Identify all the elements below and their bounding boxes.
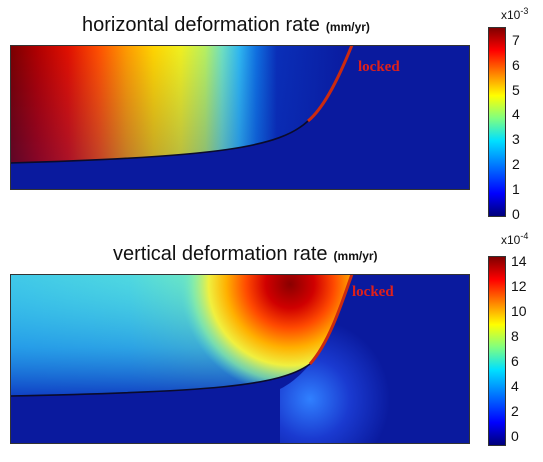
bottom-title-text: vertical deformation rate [113, 243, 328, 265]
bottom-deformation-plot: locked [10, 274, 470, 444]
bottom-multiplier-exp: -4 [520, 231, 529, 241]
bottom-tick-6: 12 [511, 278, 527, 294]
top-panel-title: horizontal deformation rate (mm/yr) [82, 14, 370, 37]
top-colorbar [488, 27, 506, 217]
top-locked-label: locked [358, 59, 400, 75]
bottom-multiplier-base: x10 [501, 233, 521, 247]
top-multiplier-exp: -3 [520, 6, 529, 16]
top-title-text: horizontal deformation rate [82, 14, 320, 36]
bottom-colorbar [488, 256, 506, 446]
bottom-panel-title: vertical deformation rate (mm/yr) [113, 243, 378, 266]
top-tick-6: 6 [512, 57, 520, 73]
bottom-plot-frame [10, 274, 470, 444]
bottom-footwall-halo [280, 274, 470, 444]
top-plot-svg [10, 45, 470, 190]
top-multiplier-base: x10 [501, 8, 521, 22]
top-locked-fault [307, 45, 354, 123]
top-tick-4: 4 [512, 106, 520, 122]
bottom-locked-label: locked [352, 284, 394, 300]
top-deformation-plot: locked [10, 45, 470, 190]
top-plot-frame [10, 45, 470, 190]
bottom-tick-3: 6 [511, 353, 519, 369]
bottom-locked-fault [308, 274, 354, 366]
bottom-tick-4: 8 [511, 328, 519, 344]
top-tick-2: 2 [512, 156, 520, 172]
bottom-plot-svg [10, 274, 470, 444]
bottom-colorbar-multiplier: x10-4 [501, 231, 528, 247]
top-title-unit: (mm/yr) [325, 20, 370, 34]
bottom-tick-5: 10 [511, 303, 527, 319]
top-tick-5: 5 [512, 82, 520, 98]
top-upper-shade [10, 45, 352, 163]
top-tick-7: 7 [512, 32, 520, 48]
bottom-tick-2: 4 [511, 378, 519, 394]
top-tick-0: 0 [512, 206, 520, 222]
top-colorbar-multiplier: x10-3 [501, 6, 528, 22]
bottom-tick-0: 0 [511, 428, 519, 444]
bottom-tick-7: 14 [511, 253, 527, 269]
bottom-tick-1: 2 [511, 403, 519, 419]
bottom-title-unit: (mm/yr) [333, 249, 378, 263]
top-tick-3: 3 [512, 131, 520, 147]
bottom-upper-region [10, 274, 352, 396]
top-tick-1: 1 [512, 181, 520, 197]
